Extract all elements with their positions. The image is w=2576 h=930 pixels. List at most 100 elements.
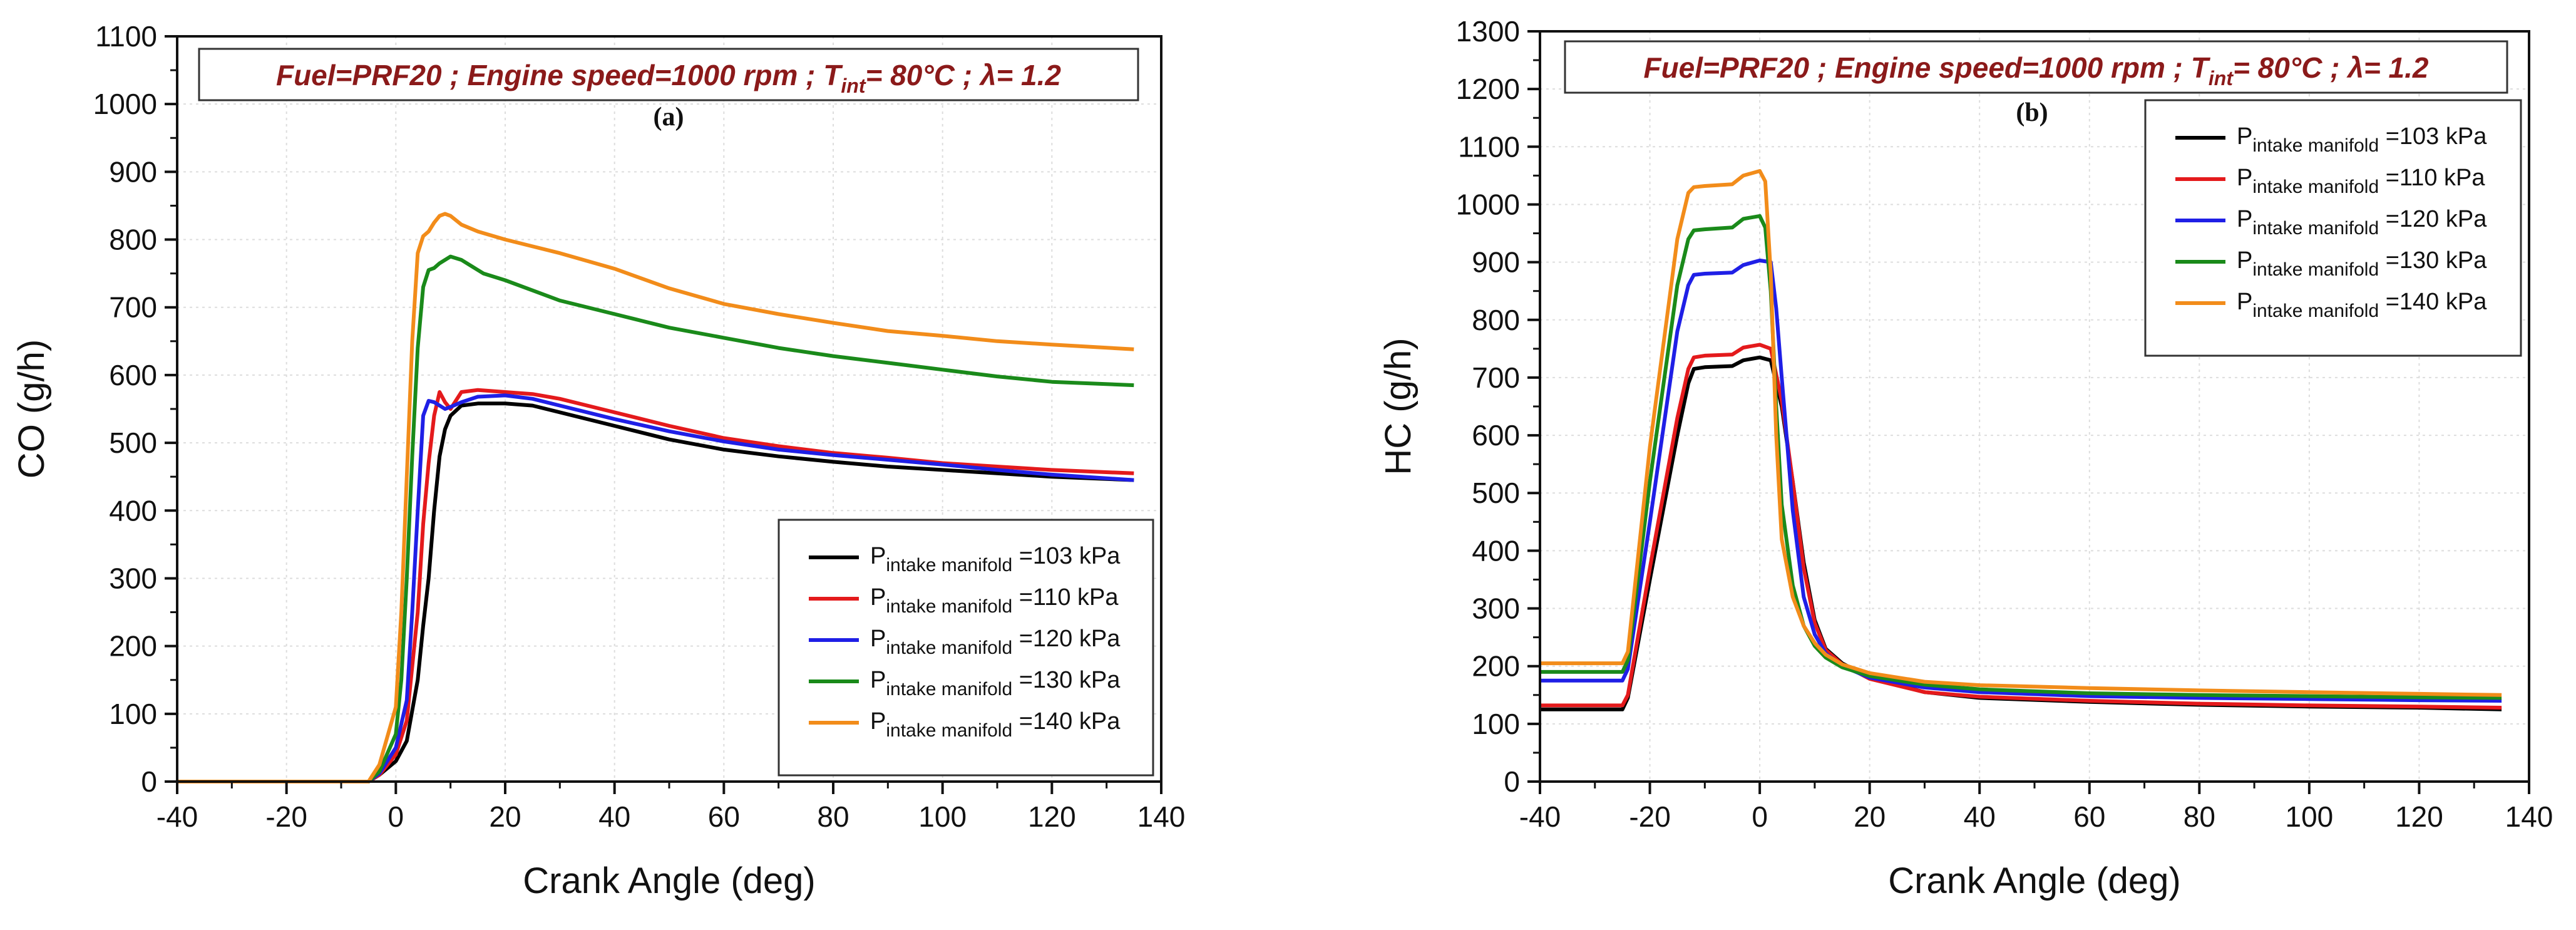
legend-subscript: intake manifold — [2252, 301, 2379, 321]
x-tick-label: 140 — [1137, 800, 1186, 833]
y-tick-label: 600 — [109, 359, 157, 391]
legend-symbol: P — [870, 708, 886, 735]
banner-text: Fuel=PRF20 ; Engine speed=1000 rpm ; Tin… — [1643, 51, 2428, 90]
legend-entry: Pintake manifold =130 kPa — [870, 667, 1121, 700]
banner-tint-symbol: T — [2191, 51, 2211, 84]
legend-value: =110 kPa — [1012, 584, 1119, 611]
banner-separator: ; — [798, 59, 823, 91]
y-tick-label: 0 — [141, 765, 157, 798]
x-tick-label: 40 — [1964, 800, 1996, 833]
y-tick-label: 300 — [1472, 592, 1520, 625]
x-tick-label: -40 — [1519, 800, 1561, 833]
legend-entry: Pintake manifold =103 kPa — [2237, 123, 2487, 156]
x-tick-label: 120 — [1028, 800, 1076, 833]
y-tick-label: 500 — [1472, 477, 1520, 509]
legend-value: =110 kPa — [2379, 165, 2485, 191]
x-tick-label: 80 — [817, 800, 849, 833]
series-line-140-kpa — [1540, 169, 2502, 697]
banner-tint-subscript: int — [2209, 67, 2234, 90]
legend-subscript: intake manifold — [886, 638, 1012, 658]
y-tick-label: 1100 — [1458, 130, 1520, 163]
banner-tint-value: = 80°C — [866, 59, 955, 91]
banner-separator: ; — [955, 59, 980, 91]
y-tick-label: 900 — [109, 155, 157, 188]
legend-subscript: intake manifold — [2252, 259, 2379, 280]
series-line-110-kpa — [177, 388, 1134, 783]
legend-subscript: intake manifold — [2252, 218, 2379, 239]
legend-subscript: intake manifold — [886, 679, 1012, 700]
legend-value: =130 kPa — [2379, 247, 2487, 274]
series-line-103-kpa — [1540, 355, 2502, 711]
legend-symbol: P — [870, 543, 886, 569]
y-tick-label: 200 — [1472, 650, 1520, 683]
series-line-120-kpa — [1540, 258, 2502, 703]
y-tick-label: 500 — [109, 426, 157, 459]
legend-subscript: intake manifold — [886, 596, 1012, 617]
y-tick-label: 100 — [109, 698, 157, 730]
banner-box — [198, 48, 1139, 101]
legend-entry: Pintake manifold =120 kPa — [870, 626, 1121, 658]
legend-entry: Pintake manifold =110 kPa — [2237, 165, 2485, 197]
legend-symbol: P — [2237, 247, 2252, 274]
legend-value: =130 kPa — [1012, 667, 1121, 693]
banner-separator: ; — [2165, 51, 2191, 84]
legend-value: =140 kPa — [1012, 708, 1121, 735]
y-tick-label: 1100 — [95, 20, 157, 53]
x-tick-label: 60 — [2073, 800, 2105, 833]
x-tick-label: 100 — [2286, 800, 2334, 833]
legend-entry: Pintake manifold =130 kPa — [2237, 247, 2487, 280]
y-tick-label: 800 — [109, 224, 157, 256]
x-tick-label: 140 — [2505, 800, 2553, 833]
banner-lambda: λ= 1.2 — [978, 59, 1062, 91]
legend-value: =120 kPa — [2379, 206, 2487, 232]
banner-separator: ; — [1809, 51, 1835, 84]
y-tick-label: 700 — [109, 291, 157, 324]
legend-box — [2144, 99, 2522, 357]
x-tick-label: 80 — [2183, 800, 2215, 833]
series-line-103-kpa — [177, 401, 1134, 783]
x-tick-label: 120 — [2395, 800, 2443, 833]
banner-tint-symbol: T — [823, 59, 843, 91]
series-line-130-kpa — [177, 254, 1134, 783]
x-tick-label: 40 — [598, 800, 630, 833]
banner-fuel: Fuel=PRF20 — [276, 59, 442, 91]
y-tick-label: 200 — [109, 630, 157, 663]
x-tick-label: 100 — [918, 800, 967, 833]
x-axis-title: Crank Angle (deg) — [1888, 860, 2180, 901]
legend-symbol: P — [870, 667, 886, 693]
banner-fuel: Fuel=PRF20 — [1643, 51, 1809, 84]
panel-label: (b) — [2016, 98, 2048, 127]
y-tick-label: 900 — [1472, 246, 1520, 279]
banner-box — [1564, 40, 2508, 94]
banner-text: Fuel=PRF20 ; Engine speed=1000 rpm ; Tin… — [276, 59, 1061, 97]
legend-symbol: P — [2237, 289, 2252, 315]
x-axis-title: Crank Angle (deg) — [523, 860, 815, 901]
series-line-120-kpa — [177, 393, 1134, 783]
series-line-140-kpa — [177, 212, 1134, 783]
legend-subscript: intake manifold — [886, 720, 1012, 741]
panel-label: (a) — [654, 103, 684, 132]
x-tick-label: 0 — [388, 800, 404, 833]
y-tick-label: 800 — [1472, 304, 1520, 336]
legend-value: =120 kPa — [1012, 626, 1121, 652]
x-tick-label: 20 — [1854, 800, 1886, 833]
x-tick-label: 0 — [1752, 800, 1768, 833]
legend-entry: Pintake manifold =120 kPa — [2237, 206, 2487, 239]
y-tick-label: 1000 — [1456, 188, 1520, 220]
legend-entry: Pintake manifold =110 kPa — [870, 584, 1119, 617]
legend-symbol: P — [2237, 123, 2252, 150]
y-tick-label: 300 — [109, 562, 157, 594]
y-axis-title: CO (g/h) — [11, 339, 52, 478]
y-tick-label: 1300 — [1456, 15, 1520, 48]
legend-value: =103 kPa — [1012, 543, 1121, 569]
x-tick-label: 60 — [708, 800, 740, 833]
legend-symbol: P — [2237, 165, 2252, 191]
legend-box — [777, 519, 1154, 777]
y-tick-label: 100 — [1472, 708, 1520, 740]
legend-subscript: intake manifold — [2252, 177, 2379, 197]
legend-symbol: P — [870, 584, 886, 611]
legend: Pintake manifold =103 kPa Pintake manifol… — [777, 519, 1154, 777]
